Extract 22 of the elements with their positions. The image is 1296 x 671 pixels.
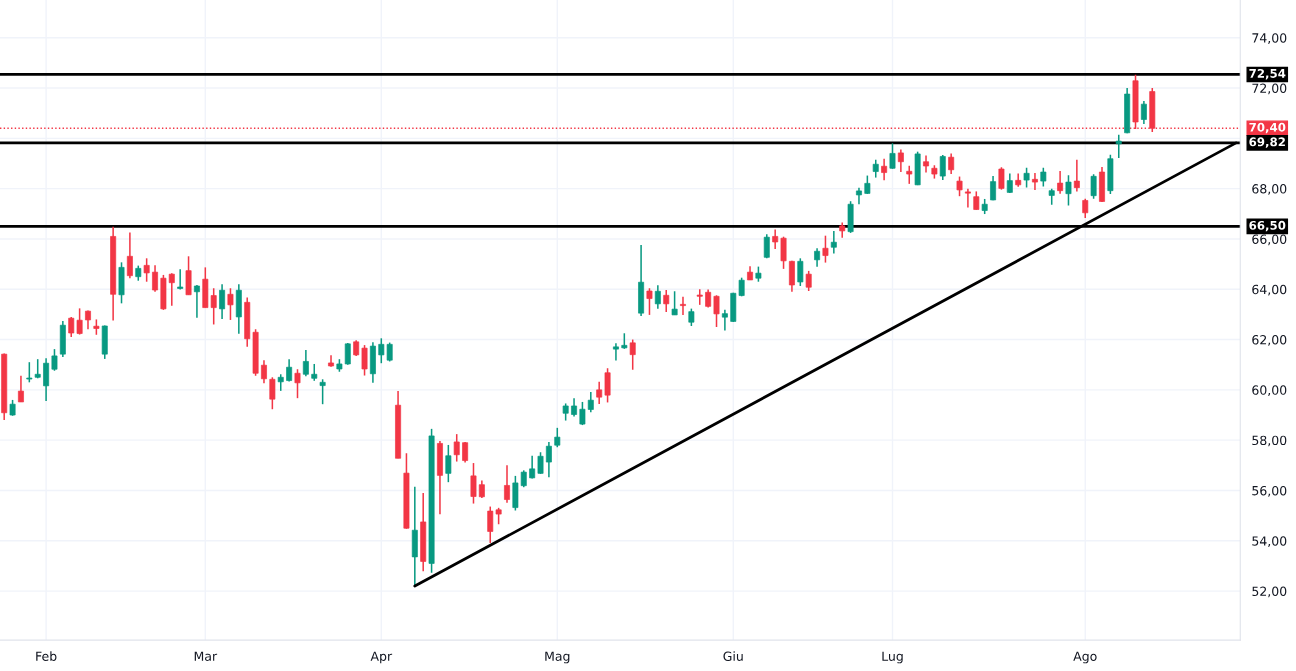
ref-line-label: 66,50 [1249,220,1286,232]
y-tick-label: 64,00 [1252,284,1287,296]
y-tick-label: 54,00 [1252,536,1287,547]
ref-line-label: 69,82 [1249,137,1285,148]
y-tick-label: 66,00 [1252,234,1287,246]
x-tick-label: Mar [194,651,218,661]
y-tick-label: 74,00 [1252,33,1287,44]
y-tick-label: 60,00 [1252,385,1287,397]
y-tick-label: 56,00 [1252,485,1287,497]
x-tick-label: Lug [882,651,903,664]
y-tick-label: 58,00 [1252,435,1287,447]
x-tick-label: Ago [1073,651,1097,664]
y-tick-label: 72,00 [1252,83,1287,95]
y-tick-label: 62,00 [1252,335,1287,346]
x-tick-label: Giu [723,651,743,661]
ref-line-label: 70,40 [1249,122,1286,134]
x-tick-label: Feb [36,651,57,661]
x-tick-label: Apr [370,651,393,664]
x-tick-label: Mag [545,651,570,664]
ref-line-label: 72,54 [1249,68,1286,80]
y-tick-label: 52,00 [1252,586,1287,598]
y-tick-label: 68,00 [1252,184,1287,195]
